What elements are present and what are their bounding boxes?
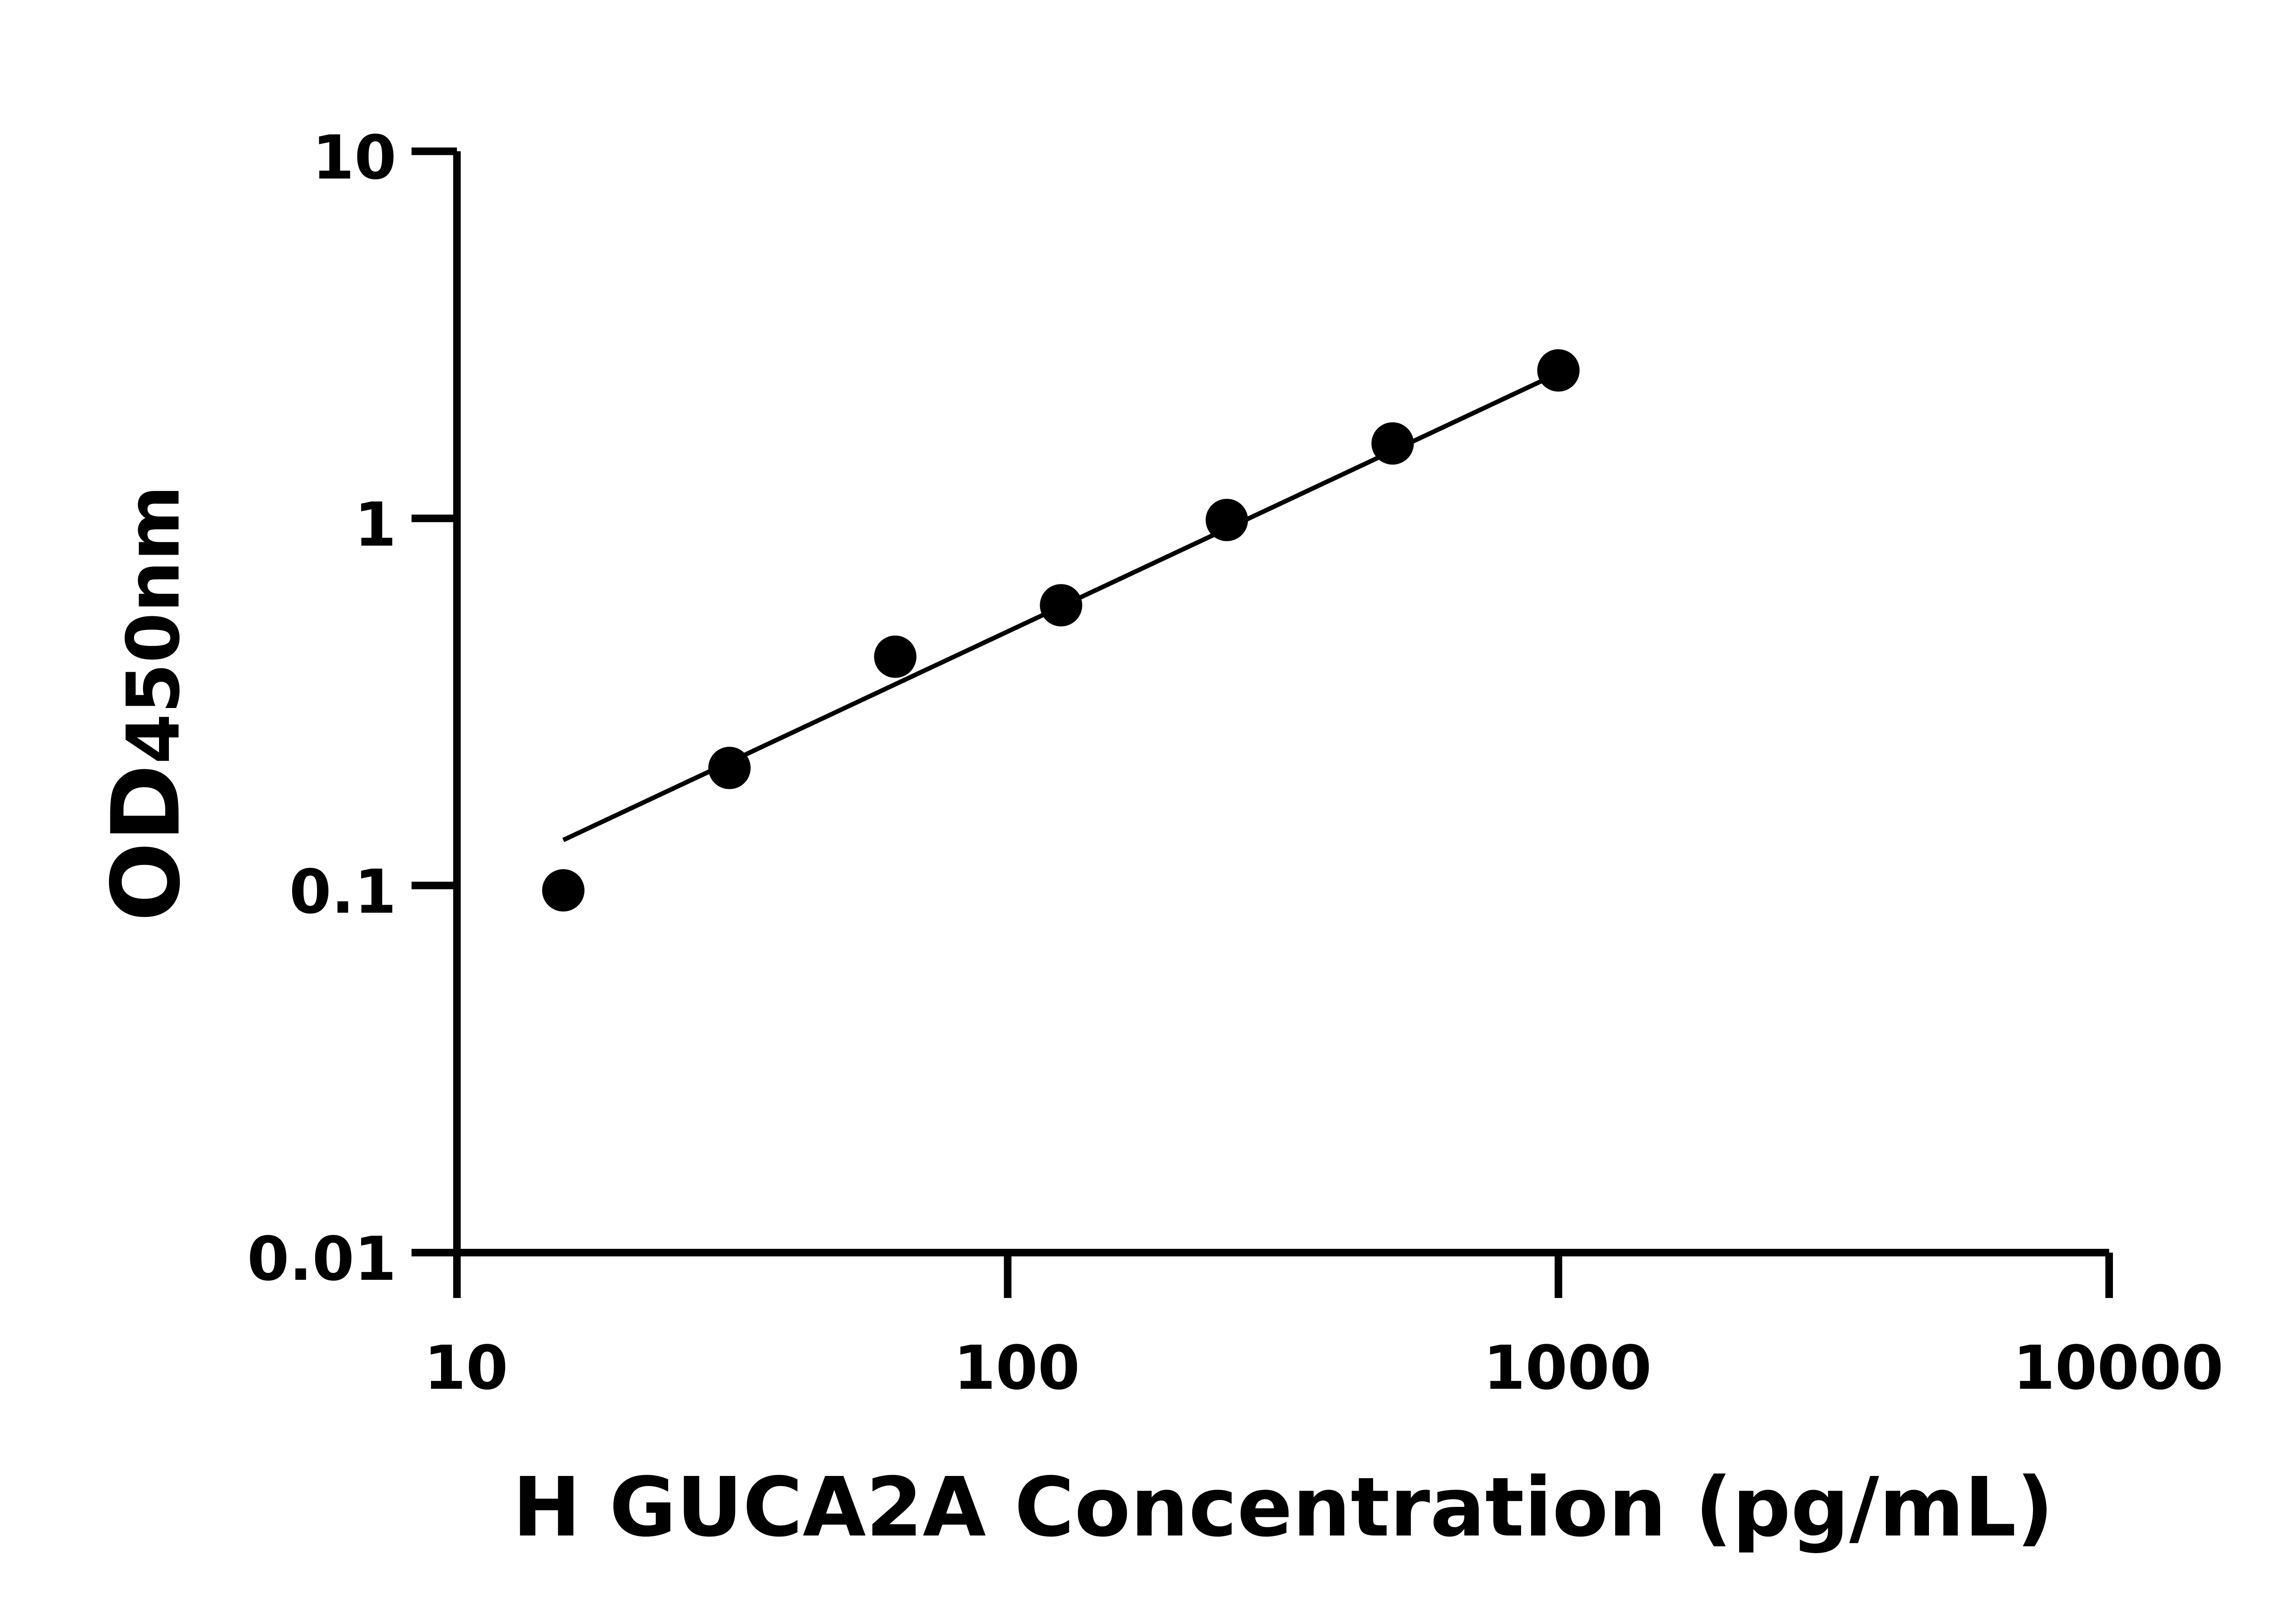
data-marks	[542, 349, 1580, 912]
y-axis-label: OD450nm	[91, 485, 201, 921]
x-tick-label: 10	[424, 1333, 508, 1403]
data-point	[1371, 422, 1414, 465]
data-point	[542, 869, 585, 912]
x-tick-label: 100	[953, 1333, 1080, 1403]
data-point	[874, 635, 917, 678]
data-point	[708, 747, 751, 789]
x-tick-label: 10000	[2013, 1333, 2224, 1403]
y-tick-label: 0.1	[289, 857, 397, 927]
data-point	[1040, 584, 1082, 627]
data-point	[1537, 349, 1580, 392]
axes: 10 100 1000 10000 0.01 0.1 1 10	[247, 123, 2223, 1403]
y-tick-label: 1	[354, 490, 397, 560]
x-tick-label: 1000	[1483, 1333, 1652, 1403]
y-axis-label-main: OD	[91, 764, 201, 922]
y-axis-label-sub: 450nm	[111, 485, 196, 764]
data-point	[1205, 499, 1248, 541]
x-axis-label: H GUCA2A Concentration (pg/mL)	[512, 1460, 2053, 1555]
y-tick-label: 10	[312, 123, 396, 193]
y-tick-label: 0.01	[247, 1224, 397, 1294]
